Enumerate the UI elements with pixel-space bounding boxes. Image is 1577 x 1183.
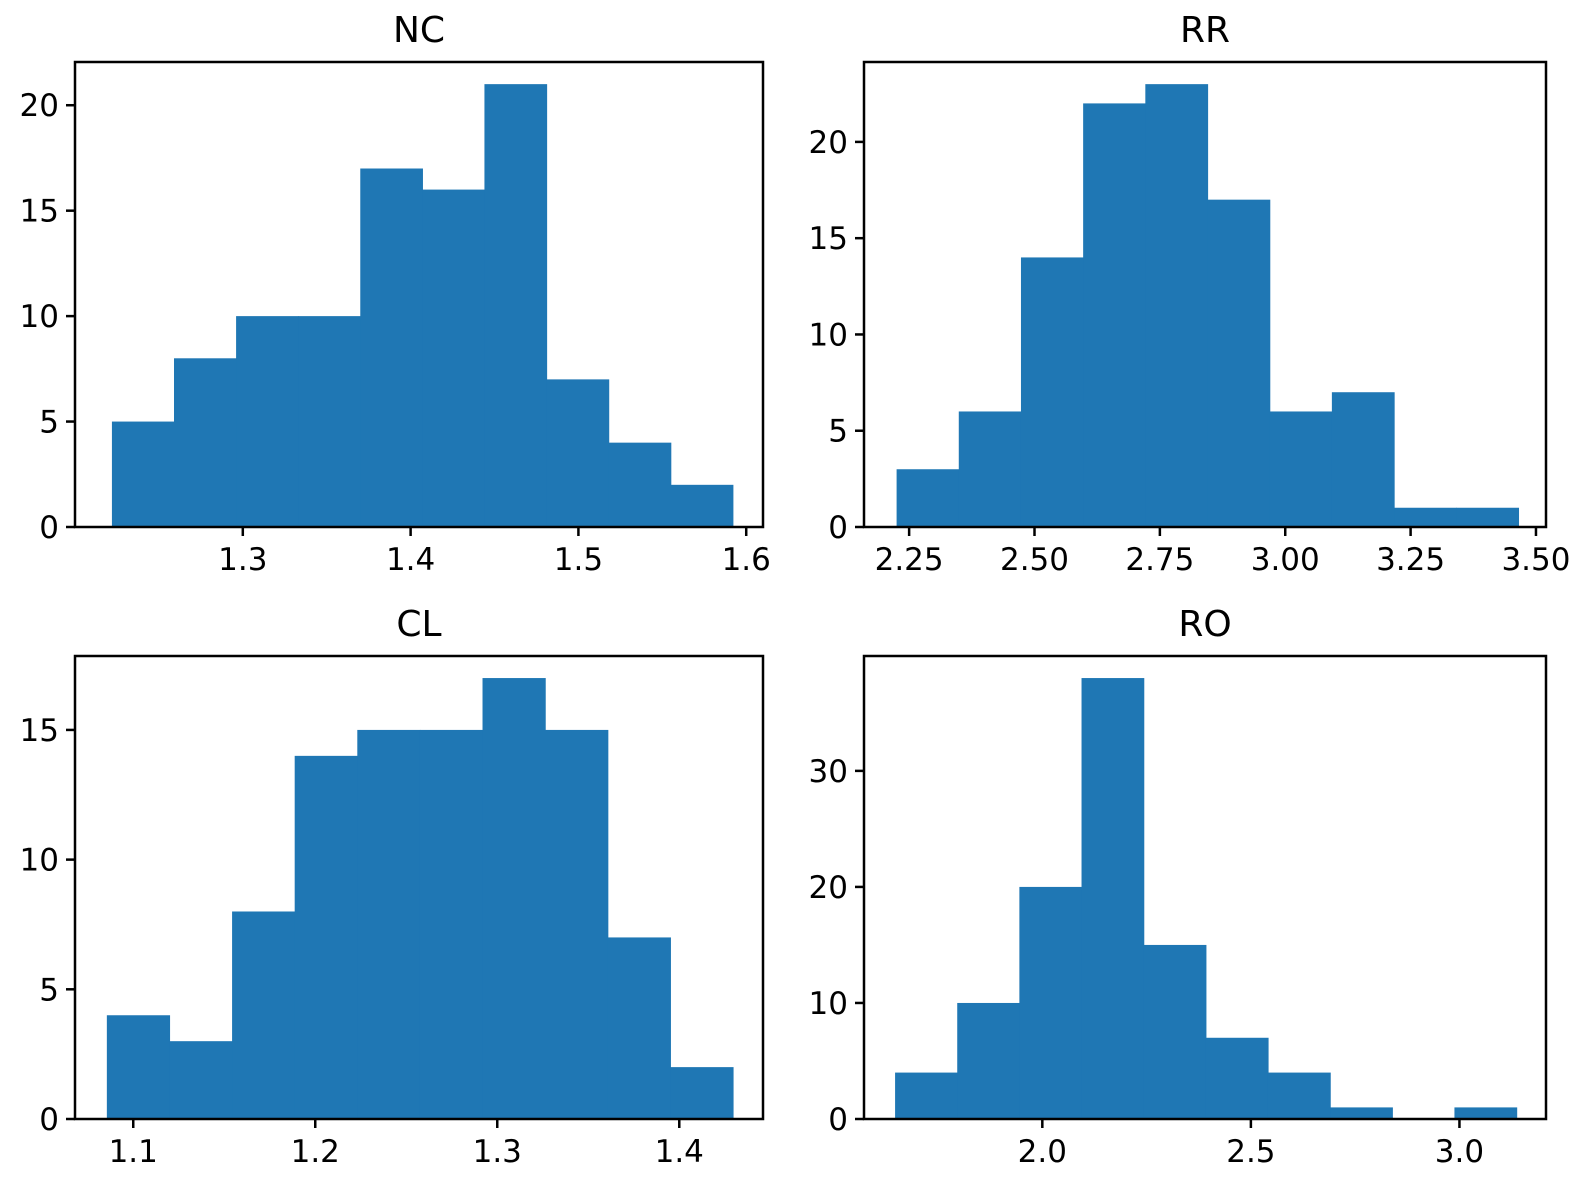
ro-bar-6	[1267, 1072, 1331, 1119]
ro-bar-2	[1019, 886, 1083, 1119]
nc-y-tick-label-1: 5	[39, 405, 59, 441]
ro-bar-0	[895, 1072, 958, 1119]
rr-bar-8	[1394, 507, 1457, 527]
ro-chart-title: RO	[1178, 604, 1231, 645]
nc-bar-2	[236, 316, 299, 527]
ro-bar-3	[1081, 678, 1145, 1119]
nc-x-tick-label-1: 1.4	[386, 542, 435, 578]
cl-histogram-panel: 1.1 1.2 1.3 1.4 0 5 10 15 CL	[20, 604, 765, 1170]
ro-x-tick-label-0: 2.0	[1018, 1134, 1067, 1170]
rr-y-tick-label-4: 20	[809, 125, 848, 161]
rr-bar-4	[1145, 84, 1209, 527]
rr-x-tick-label-1: 2.50	[1000, 542, 1069, 578]
cl-y-tick-label-0: 0	[39, 1102, 59, 1138]
rr-histogram-panel: 2.25 2.50 2.75 3.00 3.25 3.50 0 5 10 15 20 RR	[809, 10, 1571, 578]
rr-bar-6	[1269, 411, 1333, 527]
cl-x-tick-label-2: 1.3	[473, 1134, 522, 1170]
ro-bar-9	[1454, 1107, 1518, 1119]
cl-x-tick-label-1: 1.2	[291, 1134, 340, 1170]
rr-bar-9	[1456, 507, 1520, 527]
nc-bar-9	[670, 484, 734, 527]
cl-bar-1	[169, 1041, 233, 1119]
cl-y-tick-label-1: 5	[39, 972, 59, 1008]
cl-axes-frame	[73, 654, 765, 1121]
cl-bar-4	[357, 729, 421, 1119]
ro-y-tick-label-1: 10	[809, 986, 848, 1022]
nc-x-tick-label-2: 1.5	[554, 542, 603, 578]
rr-y-tick-label-1: 5	[828, 414, 848, 450]
cl-y-tick-label-3: 15	[20, 713, 59, 749]
rr-bar-7	[1331, 392, 1395, 527]
cl-bar-3	[294, 755, 358, 1119]
rr-y-tick-label-0: 0	[828, 510, 848, 546]
ro-y-tick-label-0: 0	[828, 1102, 848, 1138]
ro-bar-7	[1330, 1107, 1393, 1119]
ro-y-tick-label-3: 30	[809, 754, 848, 790]
nc-bar-1	[174, 358, 237, 527]
nc-bar-7	[546, 379, 610, 527]
nc-y-tick-label-2: 10	[20, 299, 59, 335]
cl-bar-9	[670, 1067, 734, 1119]
rr-x-tick-label-4: 3.25	[1376, 542, 1445, 578]
nc-histogram-panel: 1.3 1.4 1.5 1.6 0 5 10 15 20 NC	[20, 10, 771, 578]
nc-y-tick-label-3: 15	[20, 194, 59, 230]
rr-y-tick-label-2: 10	[809, 317, 848, 353]
cl-bar-0	[106, 1015, 171, 1119]
cl-bar-5	[419, 729, 484, 1119]
cl-bar-2	[232, 911, 296, 1119]
rr-x-tick-label-0: 2.25	[875, 542, 944, 578]
nc-bar-6	[484, 84, 548, 527]
rr-bar-3	[1083, 103, 1146, 528]
nc-bar-0	[111, 421, 175, 527]
rr-chart-title: RR	[1180, 10, 1230, 51]
rr-x-tick-label-3: 3.00	[1251, 542, 1320, 578]
ro-bar-5	[1205, 1037, 1269, 1119]
ro-x-tick-label-2: 3.0	[1435, 1134, 1484, 1170]
rr-y-tick-label-3: 15	[809, 221, 848, 257]
rr-axes-frame	[862, 60, 1548, 529]
rr-bar-2	[1020, 257, 1084, 527]
nc-x-tick-label-3: 1.6	[722, 542, 771, 578]
cl-x-tick-label-3: 1.4	[655, 1134, 704, 1170]
nc-bar-4	[360, 168, 423, 527]
rr-bar-1	[958, 411, 1022, 527]
nc-chart-title: NC	[393, 10, 445, 51]
nc-bar-5	[422, 189, 486, 527]
cl-chart-title: CL	[396, 604, 441, 645]
cl-y-tick-label-2: 10	[20, 843, 59, 879]
cl-x-tick-label-0: 1.1	[109, 1134, 158, 1170]
ro-y-tick-label-2: 20	[809, 870, 848, 906]
ro-bar-1	[957, 1002, 1020, 1119]
nc-y-tick-label-0: 0	[39, 510, 59, 546]
rr-x-tick-label-2: 2.75	[1125, 542, 1194, 578]
cl-bar-7	[545, 729, 609, 1119]
ro-histogram-panel: 2.0 2.5 3.0 0 10 20 30 RO	[809, 604, 1548, 1170]
cl-bar-6	[482, 678, 546, 1119]
cl-bar-8	[607, 937, 671, 1119]
rr-x-tick-label-5: 3.50	[1501, 542, 1570, 578]
nc-axes-frame	[73, 60, 765, 529]
rr-bar-5	[1207, 199, 1271, 528]
nc-bar-8	[608, 442, 672, 527]
nc-y-tick-label-4: 20	[20, 88, 59, 124]
nc-bar-3	[298, 316, 361, 527]
ro-x-tick-label-1: 2.5	[1226, 1134, 1275, 1170]
ro-bar-4	[1143, 944, 1207, 1119]
rr-bar-0	[896, 469, 960, 527]
nc-x-tick-label-0: 1.3	[218, 542, 267, 578]
